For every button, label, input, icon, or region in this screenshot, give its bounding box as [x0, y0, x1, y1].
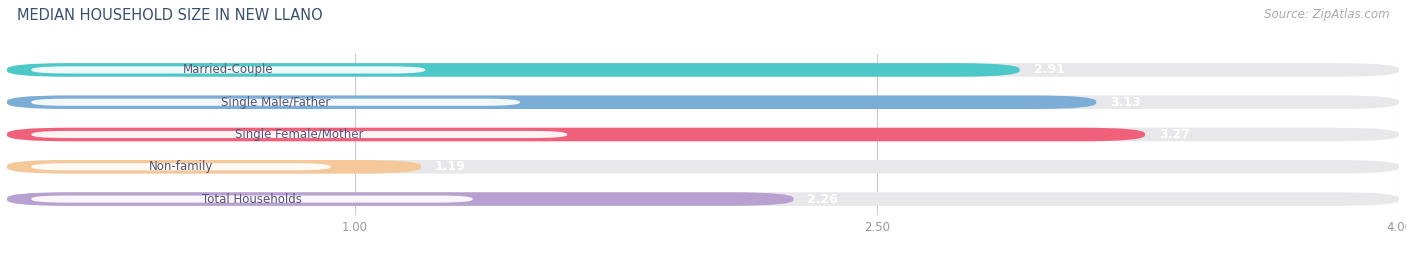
FancyBboxPatch shape [31, 163, 330, 170]
FancyBboxPatch shape [31, 196, 472, 203]
FancyBboxPatch shape [7, 160, 1399, 174]
Text: Source: ZipAtlas.com: Source: ZipAtlas.com [1264, 8, 1389, 21]
Text: 1.19: 1.19 [434, 160, 465, 173]
FancyBboxPatch shape [7, 63, 1399, 77]
FancyBboxPatch shape [31, 99, 520, 106]
FancyBboxPatch shape [7, 63, 1019, 77]
Text: Married-Couple: Married-Couple [183, 63, 274, 76]
FancyBboxPatch shape [7, 192, 793, 206]
Text: 3.27: 3.27 [1159, 128, 1189, 141]
Text: Total Households: Total Households [202, 193, 302, 206]
Text: 3.13: 3.13 [1111, 96, 1140, 109]
Text: 2.26: 2.26 [807, 193, 838, 206]
FancyBboxPatch shape [31, 131, 567, 138]
Text: 2.91: 2.91 [1033, 63, 1064, 76]
Text: Single Female/Mother: Single Female/Mother [235, 128, 364, 141]
Text: Non-family: Non-family [149, 160, 214, 173]
FancyBboxPatch shape [7, 192, 1399, 206]
FancyBboxPatch shape [7, 128, 1144, 141]
FancyBboxPatch shape [7, 128, 1399, 141]
FancyBboxPatch shape [31, 66, 425, 73]
FancyBboxPatch shape [7, 160, 422, 174]
FancyBboxPatch shape [7, 95, 1399, 109]
Text: MEDIAN HOUSEHOLD SIZE IN NEW LLANO: MEDIAN HOUSEHOLD SIZE IN NEW LLANO [17, 8, 322, 23]
Text: Single Male/Father: Single Male/Father [221, 96, 330, 109]
FancyBboxPatch shape [7, 95, 1097, 109]
